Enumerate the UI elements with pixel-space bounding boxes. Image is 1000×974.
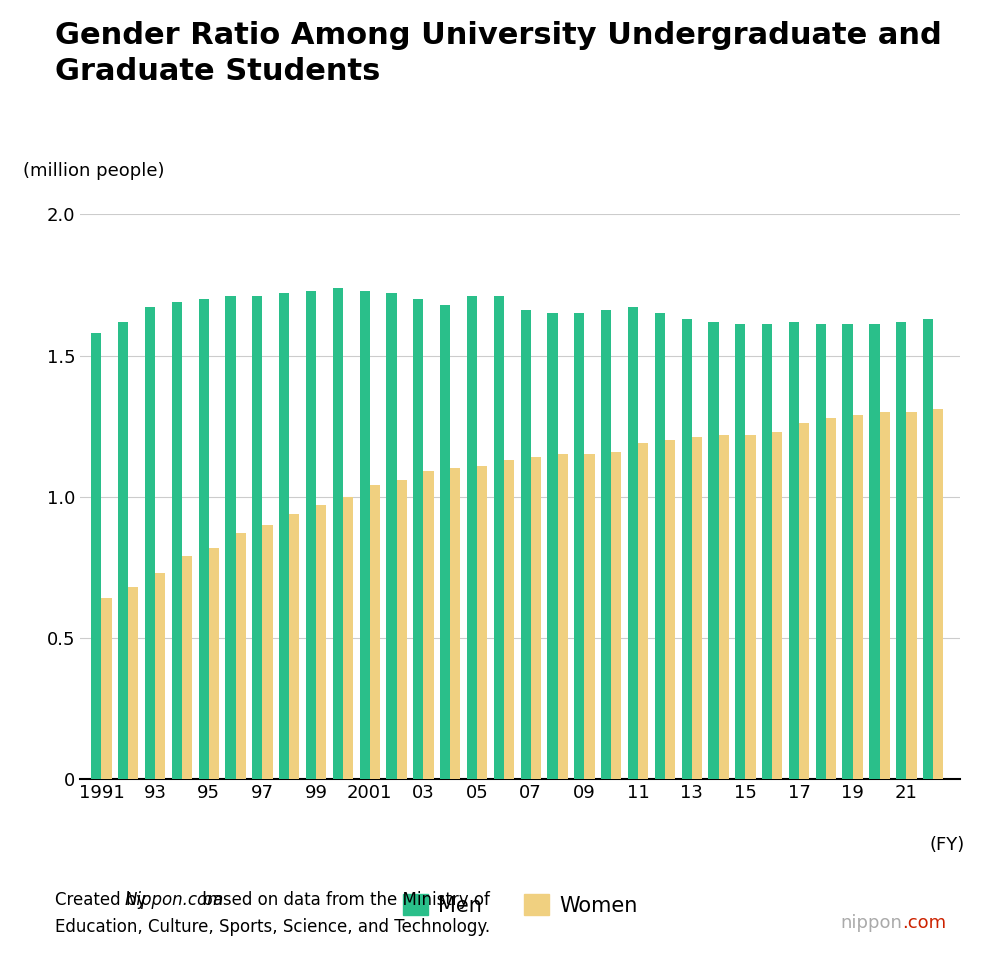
Bar [745,434,756,779]
Legend: Men, Women: Men, Women [394,885,646,924]
Bar [209,547,219,779]
Text: Gender Ratio Among University Undergraduate and
Graduate Students: Gender Ratio Among University Undergradu… [55,21,942,87]
Bar [799,424,809,779]
Bar [628,308,638,779]
Bar [853,415,863,779]
Bar [477,466,487,779]
Bar [574,313,584,779]
Bar [869,324,880,779]
Bar [826,418,836,779]
Bar [172,302,182,779]
Bar [386,293,397,779]
Bar [397,480,407,779]
Bar [638,443,648,779]
Text: nippon: nippon [840,914,902,931]
Bar [531,457,541,779]
Bar [504,460,514,779]
Bar [450,468,460,779]
Bar [762,324,772,779]
Bar [735,324,745,779]
Bar [923,318,933,779]
Bar [708,321,719,779]
Bar [155,573,165,779]
Bar [933,409,943,779]
Bar [370,485,380,779]
Text: Nippon.com: Nippon.com [125,891,224,909]
Bar [306,290,316,779]
Bar [101,598,112,779]
Bar [91,333,101,779]
Bar [333,287,343,779]
Bar [521,311,531,779]
Bar [343,497,353,779]
Bar [665,440,675,779]
Bar [601,311,611,779]
Bar [413,299,423,779]
Bar [719,434,729,779]
Bar [467,296,477,779]
Bar [906,412,917,779]
Bar [547,313,558,779]
Bar [880,412,890,779]
Text: Education, Culture, Sports, Science, and Technology.: Education, Culture, Sports, Science, and… [55,918,490,935]
Bar [896,321,906,779]
Text: (million people): (million people) [23,163,164,180]
Bar [789,321,799,779]
Bar [252,296,262,779]
Bar [423,471,434,779]
Bar [145,308,155,779]
Bar [182,556,192,779]
Bar [118,321,128,779]
Bar [236,534,246,779]
Bar [316,506,326,779]
Bar [558,454,568,779]
Text: based on data from the Ministry of: based on data from the Ministry of [197,891,490,909]
Bar [692,437,702,779]
Bar [772,431,782,779]
Bar [279,293,289,779]
Bar [494,296,504,779]
Bar [842,324,853,779]
Bar [128,587,138,779]
Text: Created by: Created by [55,891,152,909]
Bar [816,324,826,779]
Bar [611,452,621,779]
Bar [440,305,450,779]
Bar [682,318,692,779]
Bar [360,290,370,779]
Text: (FY): (FY) [929,836,964,853]
Bar [289,513,299,779]
Bar [225,296,236,779]
Bar [655,313,665,779]
Text: .com: .com [902,914,946,931]
Bar [584,454,595,779]
Bar [199,299,209,779]
Bar [262,525,273,779]
